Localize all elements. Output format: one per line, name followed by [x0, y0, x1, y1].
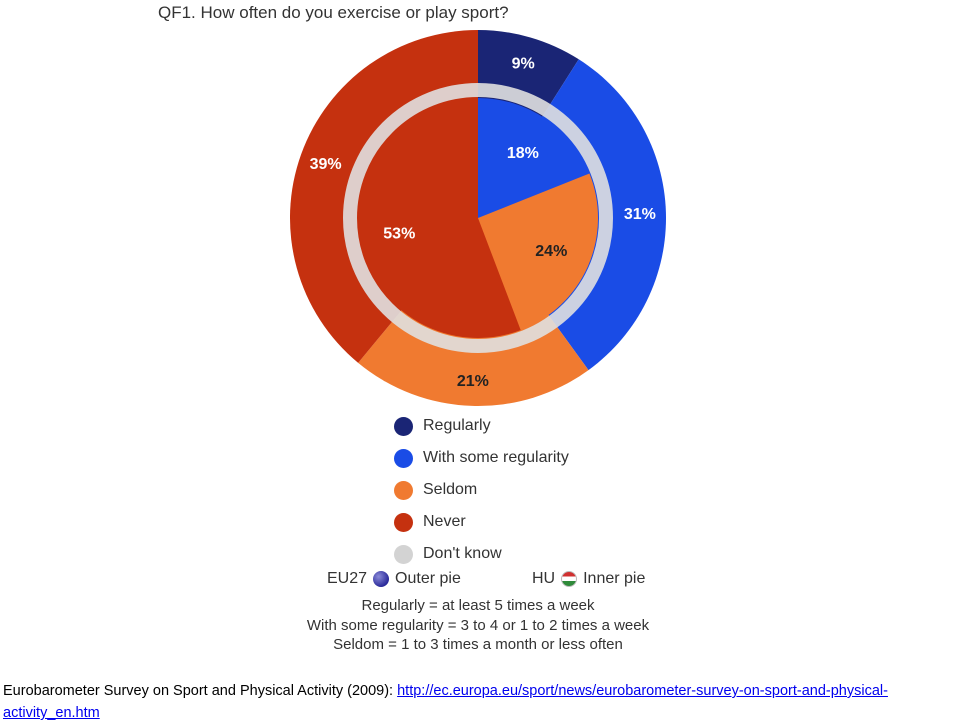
legend-item: Seldom	[394, 474, 569, 506]
eu-key-text: Outer pie	[395, 570, 461, 587]
slice-label: 18%	[507, 145, 539, 162]
slice-hu-seldom	[478, 173, 599, 331]
hu-key-text: Inner pie	[583, 570, 646, 587]
source-link[interactable]: http://ec.europa.eu/sport/news/eurobarom…	[3, 683, 888, 721]
slice-hu-never	[358, 98, 521, 339]
legend-label: Regularly	[423, 417, 491, 434]
legend-swatch	[394, 512, 413, 532]
legend-swatch	[394, 544, 413, 564]
chart-title: QF1. How often do you exercise or play s…	[158, 3, 509, 22]
legend-label: Don't know	[423, 545, 502, 562]
divider-ring	[343, 83, 613, 353]
slice-hu-with-some-regularity	[478, 98, 590, 218]
legend-item: Don't know	[394, 538, 569, 570]
definition-seldom: Seldom = 1 to 3 times a month or less of…	[333, 636, 623, 653]
slice-labels: 9% 31% 21% 39% 18% 24% 53%	[310, 55, 656, 390]
eu-flag-icon	[373, 571, 390, 587]
eu-code: EU27	[327, 570, 368, 587]
donut-chart: 9% 31% 21% 39% 18% 24% 53%	[289, 30, 667, 407]
hu-code: HU	[532, 570, 556, 587]
hu-key: HU Inner pie	[532, 570, 645, 588]
slice-label: 31%	[624, 206, 656, 223]
definition-regularly: Regularly = at least 5 times a week	[361, 597, 595, 614]
legend-item: Never	[394, 506, 569, 538]
legend-label: Never	[423, 513, 466, 530]
legend-swatch	[394, 480, 413, 500]
source-text: Eurobarometer Survey on Sport and Physic…	[3, 683, 398, 699]
inner-pie	[358, 98, 599, 339]
hungary-flag-icon	[561, 571, 578, 587]
slice-label: 24%	[535, 243, 567, 260]
slice-label: 21%	[457, 373, 489, 390]
source-citation: Eurobarometer Survey on Sport and Physic…	[3, 680, 958, 724]
legend-label: Seldom	[423, 481, 478, 498]
slice-label: 39%	[310, 156, 342, 173]
definitions: Regularly = at least 5 times a week With…	[250, 596, 706, 655]
definition-some-regularity: With some regularity = 3 to 4 or 1 to 2 …	[306, 616, 650, 634]
legend-item: Regularly	[394, 410, 569, 442]
eu-key: EU27 Outer pie	[327, 570, 461, 588]
slice-label: 53%	[383, 226, 415, 243]
legend-item: With some regularity	[394, 442, 569, 474]
legend-swatch	[394, 416, 413, 436]
legend: Regularly With some regularity Seldom Never…	[394, 410, 569, 570]
legend-swatch	[394, 448, 413, 468]
slice-label: 9%	[512, 55, 535, 72]
legend-label: With some regularity	[423, 449, 569, 466]
